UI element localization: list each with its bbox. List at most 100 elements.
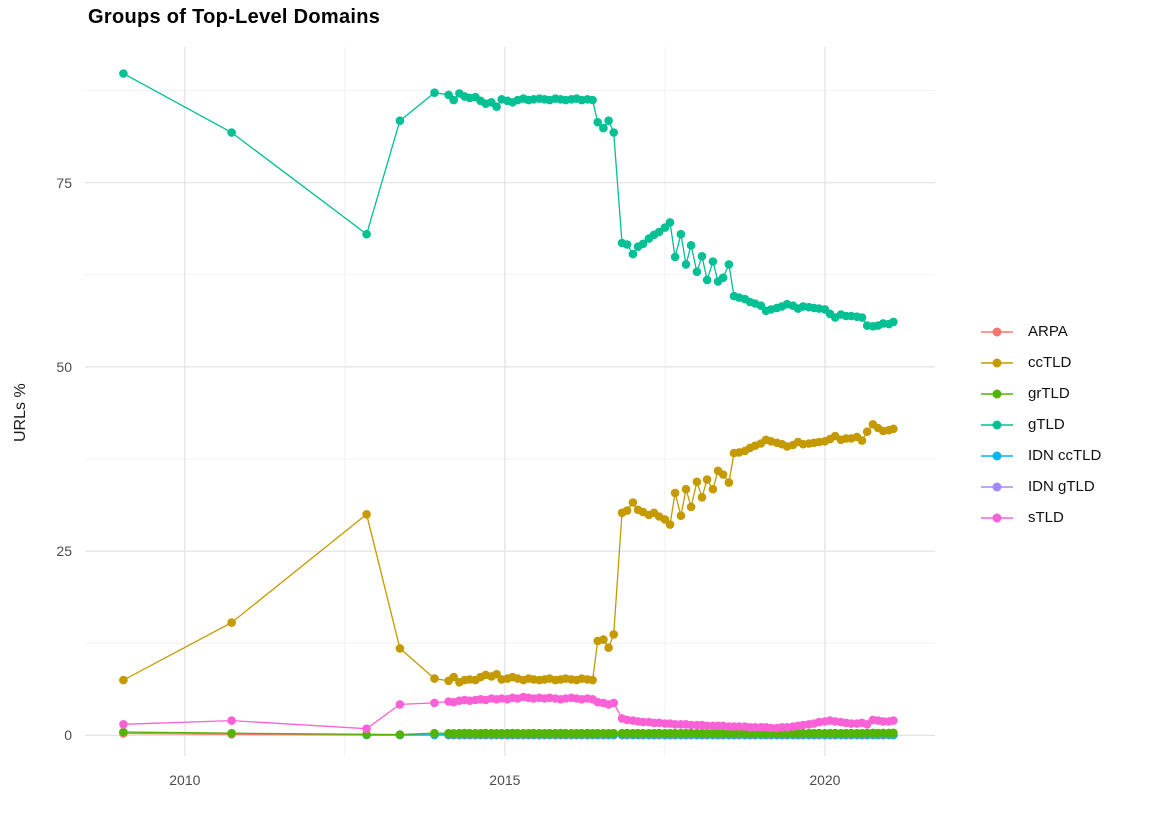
legend-item-label: sTLD <box>1028 509 1064 526</box>
data-point-cctld <box>681 484 691 494</box>
legend-item-label: IDN gTLD <box>1028 478 1095 495</box>
y-tick-label: 25 <box>56 543 72 560</box>
data-point-stld <box>889 716 898 725</box>
data-point-stld <box>430 698 439 708</box>
data-point-stld <box>119 720 128 729</box>
data-point-cctld <box>599 635 608 644</box>
data-point-gtld <box>638 239 648 249</box>
data-point-cctld <box>686 502 696 512</box>
legend-item-label: ARPA <box>1028 323 1068 340</box>
legend-key-icon <box>981 327 1013 336</box>
legend: ARPA ccTLD grTLD gTLD IDN ccTLD IDN gTLD sTLD <box>980 316 1101 533</box>
legend-item-label: ccTLD <box>1028 354 1072 371</box>
legend-item-grtld: grTLD <box>980 378 1101 409</box>
legend-item-label: IDN ccTLD <box>1028 447 1102 464</box>
y-tick-label: 0 <box>64 727 72 744</box>
data-point-gtld <box>119 69 128 78</box>
data-point-gtld <box>702 275 712 285</box>
data-point-cctld <box>724 478 734 487</box>
data-point-gtld <box>718 273 728 283</box>
data-point-gtld <box>588 95 597 105</box>
data-point-gtld <box>430 88 439 97</box>
data-point-gtld <box>724 260 734 269</box>
data-point-grtld <box>889 728 898 738</box>
data-point-gtld <box>449 95 459 105</box>
data-point-grtld <box>227 728 236 738</box>
data-point-cctld <box>119 675 128 685</box>
data-point-grtld <box>430 728 439 738</box>
legend-key-icon <box>981 420 1013 429</box>
legend-item-idn-gtld: IDN gTLD <box>980 471 1101 502</box>
data-point-cctld <box>588 675 597 685</box>
data-point-gtld <box>609 128 618 137</box>
data-point-cctld <box>622 506 632 515</box>
data-point-gtld <box>604 116 613 125</box>
data-point-gtld <box>676 229 686 239</box>
data-point-cctld <box>628 498 638 507</box>
y-tick-label: 50 <box>56 358 72 375</box>
legend-item-label: grTLD <box>1028 385 1070 402</box>
data-point-gtld <box>889 317 898 327</box>
data-point-gtld <box>686 241 696 250</box>
legend-key-icon <box>981 358 1013 367</box>
data-point-gtld <box>857 313 867 322</box>
data-point-cctld <box>718 470 728 479</box>
data-point-cctld <box>692 477 702 487</box>
legend-item-stld: sTLD <box>980 502 1101 533</box>
legend-item-cctld: ccTLD <box>980 347 1101 378</box>
data-point-stld <box>609 698 618 708</box>
x-tick-label: 2010 <box>169 772 201 788</box>
data-point-stld <box>362 724 371 733</box>
data-point-cctld <box>862 427 872 437</box>
legend-item-label: gTLD <box>1028 416 1065 433</box>
x-tick-label: 2015 <box>489 772 521 788</box>
legend-key-icon <box>981 451 1013 460</box>
data-point-gtld <box>697 251 707 261</box>
data-point-grtld <box>609 728 618 738</box>
data-point-grtld <box>395 730 405 739</box>
legend-item-idn-cctld: IDN ccTLD <box>980 440 1101 471</box>
data-point-cctld <box>670 488 680 498</box>
legend-key-icon <box>981 389 1013 398</box>
data-point-cctld <box>708 484 718 494</box>
data-point-gtld <box>628 249 638 259</box>
data-point-cctld <box>430 674 439 683</box>
data-point-cctld <box>395 644 405 653</box>
legend-item-arpa: ARPA <box>980 316 1101 347</box>
data-point-cctld <box>609 630 618 639</box>
data-point-cctld <box>362 510 371 519</box>
data-point-gtld <box>681 260 691 269</box>
chart-title: Groups of Top-Level Domains <box>88 6 381 28</box>
legend-item-gtld: gTLD <box>980 409 1101 440</box>
data-point-gtld <box>692 267 702 277</box>
data-point-gtld <box>492 102 501 111</box>
y-tick-label: 75 <box>56 174 72 191</box>
legend-key-icon <box>981 482 1013 491</box>
series-line-gtld <box>123 72 894 327</box>
data-point-grtld <box>119 727 128 737</box>
data-point-cctld <box>676 511 686 520</box>
data-point-gtld <box>227 128 236 137</box>
x-tick-label: 2020 <box>809 772 841 788</box>
data-point-cctld <box>702 475 712 484</box>
data-point-gtld <box>708 257 718 266</box>
data-point-cctld <box>665 520 675 529</box>
data-point-gtld <box>593 117 602 127</box>
data-point-gtld <box>622 240 632 249</box>
legend-key-icon <box>981 513 1013 522</box>
data-point-stld <box>227 716 236 725</box>
data-point-gtld <box>665 218 675 227</box>
data-point-gtld <box>362 229 371 239</box>
data-point-gtld <box>670 252 680 262</box>
data-point-gtld <box>395 116 405 125</box>
data-point-stld <box>395 700 405 709</box>
data-point-cctld <box>697 493 707 502</box>
data-point-gtld <box>599 123 608 133</box>
data-point-cctld <box>604 643 613 652</box>
data-point-cctld <box>449 672 459 682</box>
data-point-cctld <box>857 436 867 445</box>
data-point-cctld <box>889 424 898 434</box>
data-point-cctld <box>227 618 236 627</box>
